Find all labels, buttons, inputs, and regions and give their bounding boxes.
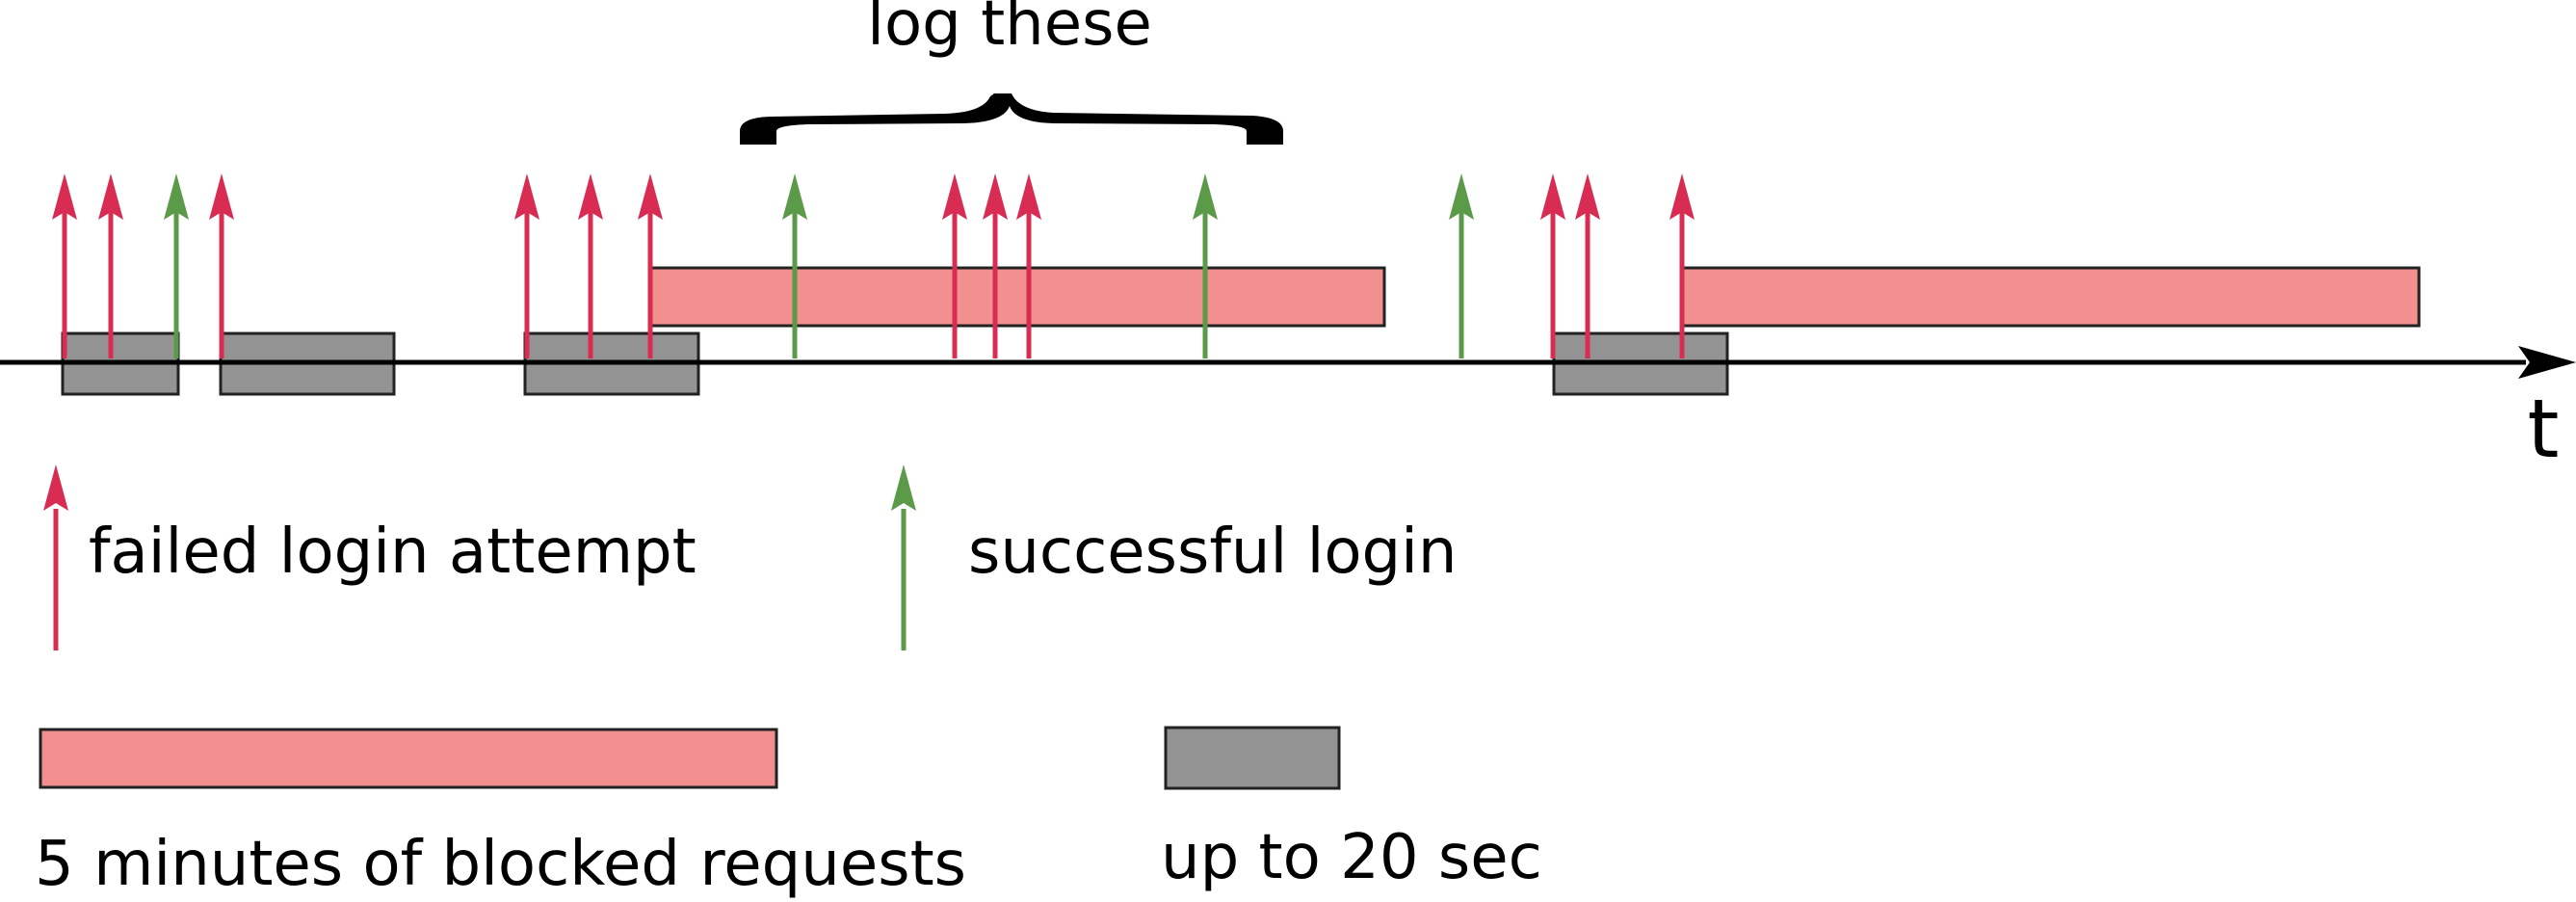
log-these-brace [740,93,1283,145]
failed-attempt-legend-icon [43,464,68,650]
time-axis-arrowhead [2518,346,2576,379]
failed-attempt-arrow [1540,173,1565,358]
successful-login-arrow [1449,173,1474,358]
failed-attempt-arrow [578,173,603,358]
blocked-period-legend-swatch [40,730,776,787]
failed-attempt-arrow [98,173,123,358]
failed-attempt-arrow [514,173,539,358]
failed-attempt-legend-label: failed login attempt [89,517,697,588]
failed-attempt-arrow [983,173,1008,358]
successful-login-arrow [164,173,189,358]
blocked-period-bar [1683,268,2419,326]
event-arrows-group [52,173,1695,358]
successful-login-legend-icon [891,464,916,650]
failed-attempt-arrow [1669,173,1695,358]
failed-attempt-arrow [1016,173,1041,358]
blocked-period-legend-label: 5 minutes of blocked requests [35,829,966,900]
failed-attempt-arrow [638,173,663,358]
blocked-period-bar [649,268,1384,326]
log-these-label: log these [867,0,1152,60]
failed-attempt-arrow [209,173,234,358]
legend: failed login attempt successful login 5 … [35,464,1542,900]
successful-login-arrow [782,173,807,358]
wait-period-legend-swatch [1166,728,1339,788]
wait-period-legend-label: up to 20 sec [1161,822,1542,893]
successful-login-legend-label: successful login [968,517,1457,588]
successful-login-arrow [1193,173,1218,358]
failed-attempt-arrow [942,173,967,358]
time-axis-label: t [2528,382,2560,476]
failed-attempt-arrow [52,173,77,358]
failed-attempt-arrow [1575,173,1600,358]
